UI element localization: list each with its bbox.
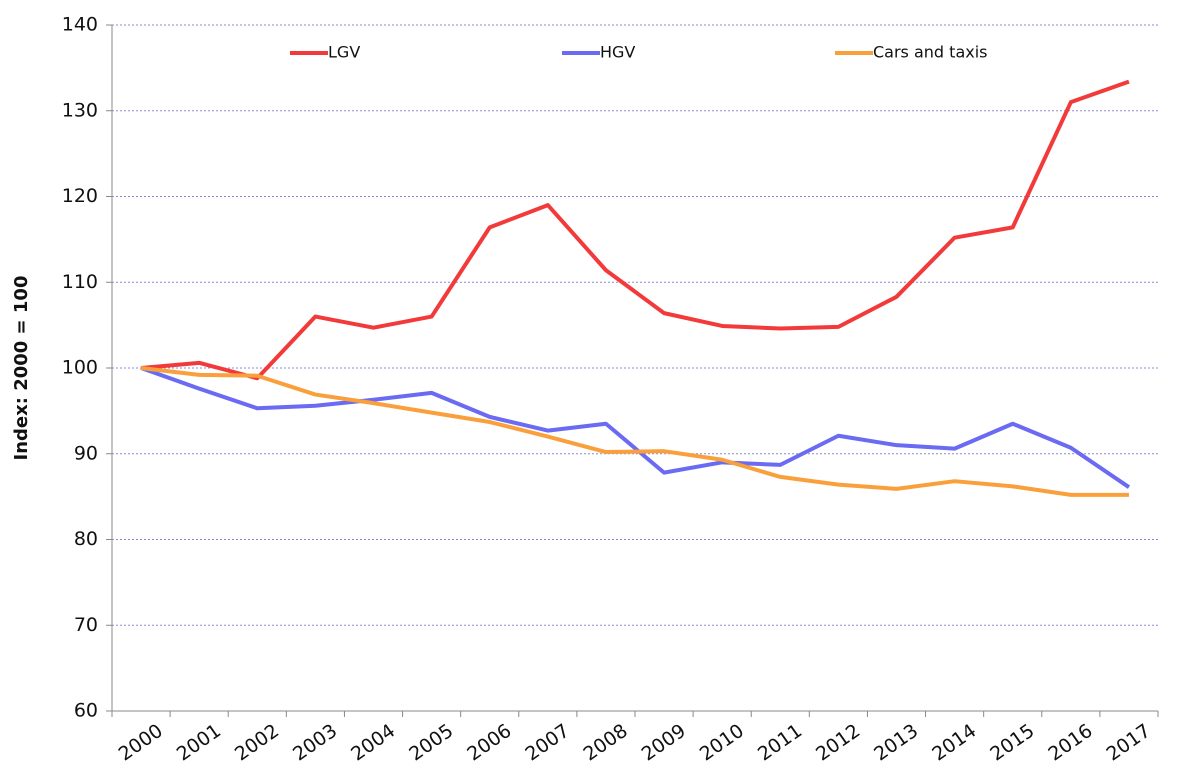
x-tick-label: 2000	[115, 720, 167, 766]
y-tick-label: 90	[74, 442, 98, 464]
y-tick-label: 110	[62, 271, 98, 293]
x-tick-label: 2014	[928, 720, 980, 766]
legend-label: LGV	[328, 43, 360, 62]
x-tick-label: 2004	[347, 720, 399, 766]
legend-label: Cars and taxis	[873, 43, 988, 62]
x-tick-label: 2005	[405, 720, 457, 766]
line	[140, 366, 1131, 489]
x-tick-label: 2011	[754, 720, 806, 766]
y-tick-label: 100	[62, 357, 98, 379]
legend-label: HGV	[600, 43, 635, 62]
x-tick-label: 2013	[870, 720, 922, 766]
y-tick-label: 60	[74, 700, 98, 722]
line	[140, 366, 1129, 497]
x-tick-label: 2007	[521, 720, 573, 766]
line	[140, 79, 1130, 381]
x-tick-label: 2017	[1103, 720, 1155, 766]
y-tick-label: 120	[62, 185, 98, 207]
x-tick-label: 2006	[463, 720, 515, 766]
y-tick-label: 140	[62, 14, 98, 36]
x-tick-label: 2009	[638, 720, 690, 766]
x-tick-label: 2003	[289, 720, 341, 766]
x-tick-label: 2002	[231, 720, 283, 766]
x-tick-label: 2012	[812, 720, 864, 766]
y-tick-label: 80	[74, 528, 98, 550]
x-tick-label: 2015	[986, 720, 1038, 766]
x-tick-label: 2008	[580, 720, 632, 766]
y-axis-label: Index: 2000 = 100	[11, 276, 32, 461]
x-tick-label: 2010	[696, 720, 748, 766]
x-tick-label: 2016	[1044, 720, 1096, 766]
y-tick-label: 130	[62, 99, 98, 121]
x-tick-label: 2001	[173, 720, 225, 766]
y-tick-label: 70	[74, 614, 98, 636]
